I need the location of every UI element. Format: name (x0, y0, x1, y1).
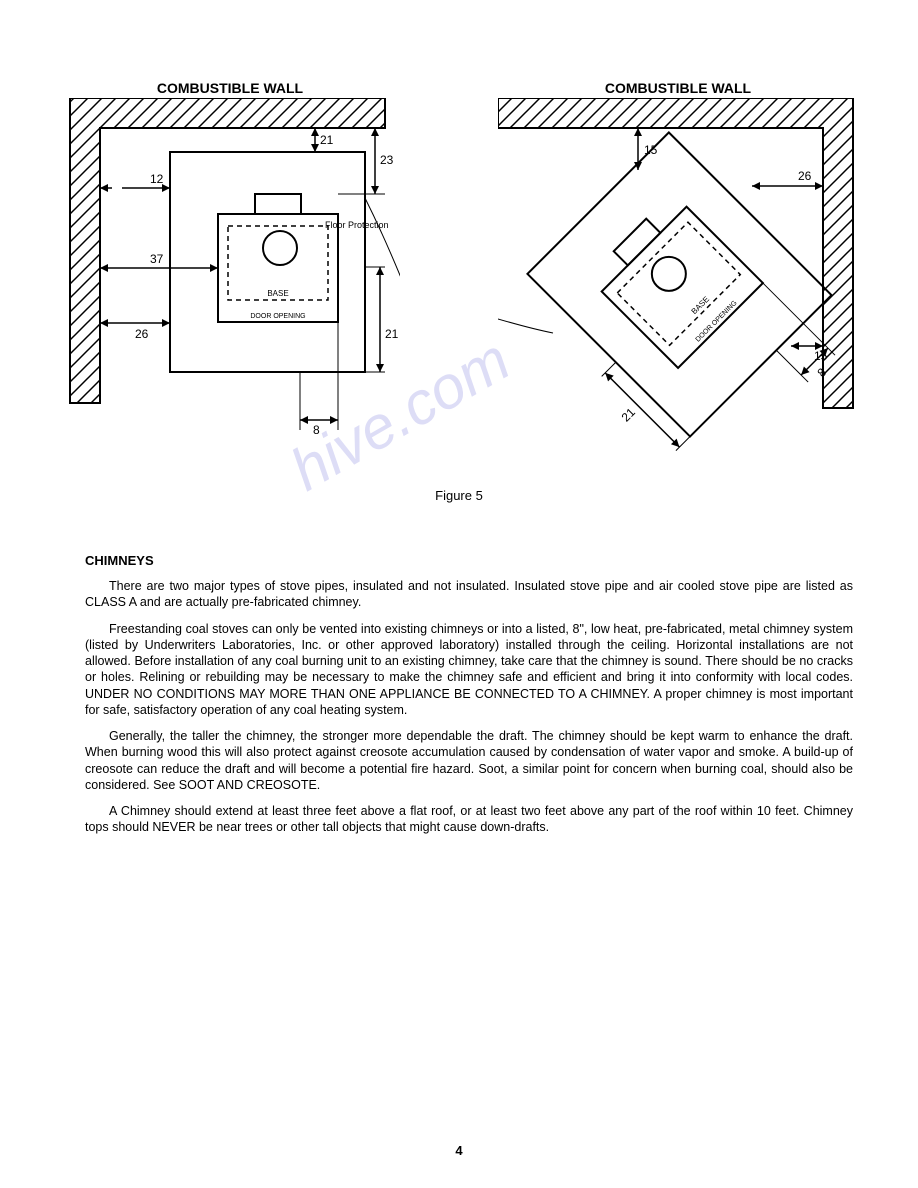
page-number: 4 (455, 1143, 462, 1158)
diagram-left: COMBUSTIBLE WALL BASE DOOR OPENING (60, 80, 400, 468)
svg-text:26: 26 (135, 327, 149, 341)
svg-text:26: 26 (798, 169, 812, 183)
paragraph-1: There are two major types of stove pipes… (85, 578, 853, 611)
paragraph-2: Freestanding coal stoves can only be ven… (85, 621, 853, 719)
wall-label-right: COMBUSTIBLE WALL (498, 80, 858, 96)
figure-caption: Figure 5 (60, 488, 858, 503)
wall-label-left: COMBUSTIBLE WALL (60, 80, 400, 96)
floor-protection-label: Floor Protection (325, 220, 389, 230)
svg-text:37: 37 (150, 252, 164, 266)
section-heading: CHIMNEYS (85, 553, 858, 568)
door-label-left: DOOR OPENING (250, 313, 305, 320)
svg-text:BASE: BASE (690, 295, 711, 316)
svg-text:8: 8 (313, 423, 320, 437)
svg-text:21: 21 (619, 405, 639, 425)
diagram-left-svg: BASE DOOR OPENING 21 23 12 37 (60, 98, 400, 468)
svg-text:15: 15 (644, 143, 658, 157)
svg-text:23: 23 (380, 153, 394, 167)
svg-text:15: 15 (814, 349, 828, 363)
svg-text:21: 21 (320, 133, 334, 147)
base-label-left: BASE (267, 289, 288, 298)
paragraph-4: A Chimney should extend at least three f… (85, 803, 853, 836)
paragraph-3: Generally, the taller the chimney, the s… (85, 728, 853, 793)
svg-text:12: 12 (150, 172, 164, 186)
svg-text:21: 21 (385, 327, 399, 341)
diagram-container: COMBUSTIBLE WALL BASE DOOR OPENING (60, 80, 858, 468)
diagram-right: COMBUSTIBLE WALL BA (498, 80, 858, 468)
diagram-right-svg: BASE DOOR OPENING 21 8 15 (498, 98, 858, 468)
